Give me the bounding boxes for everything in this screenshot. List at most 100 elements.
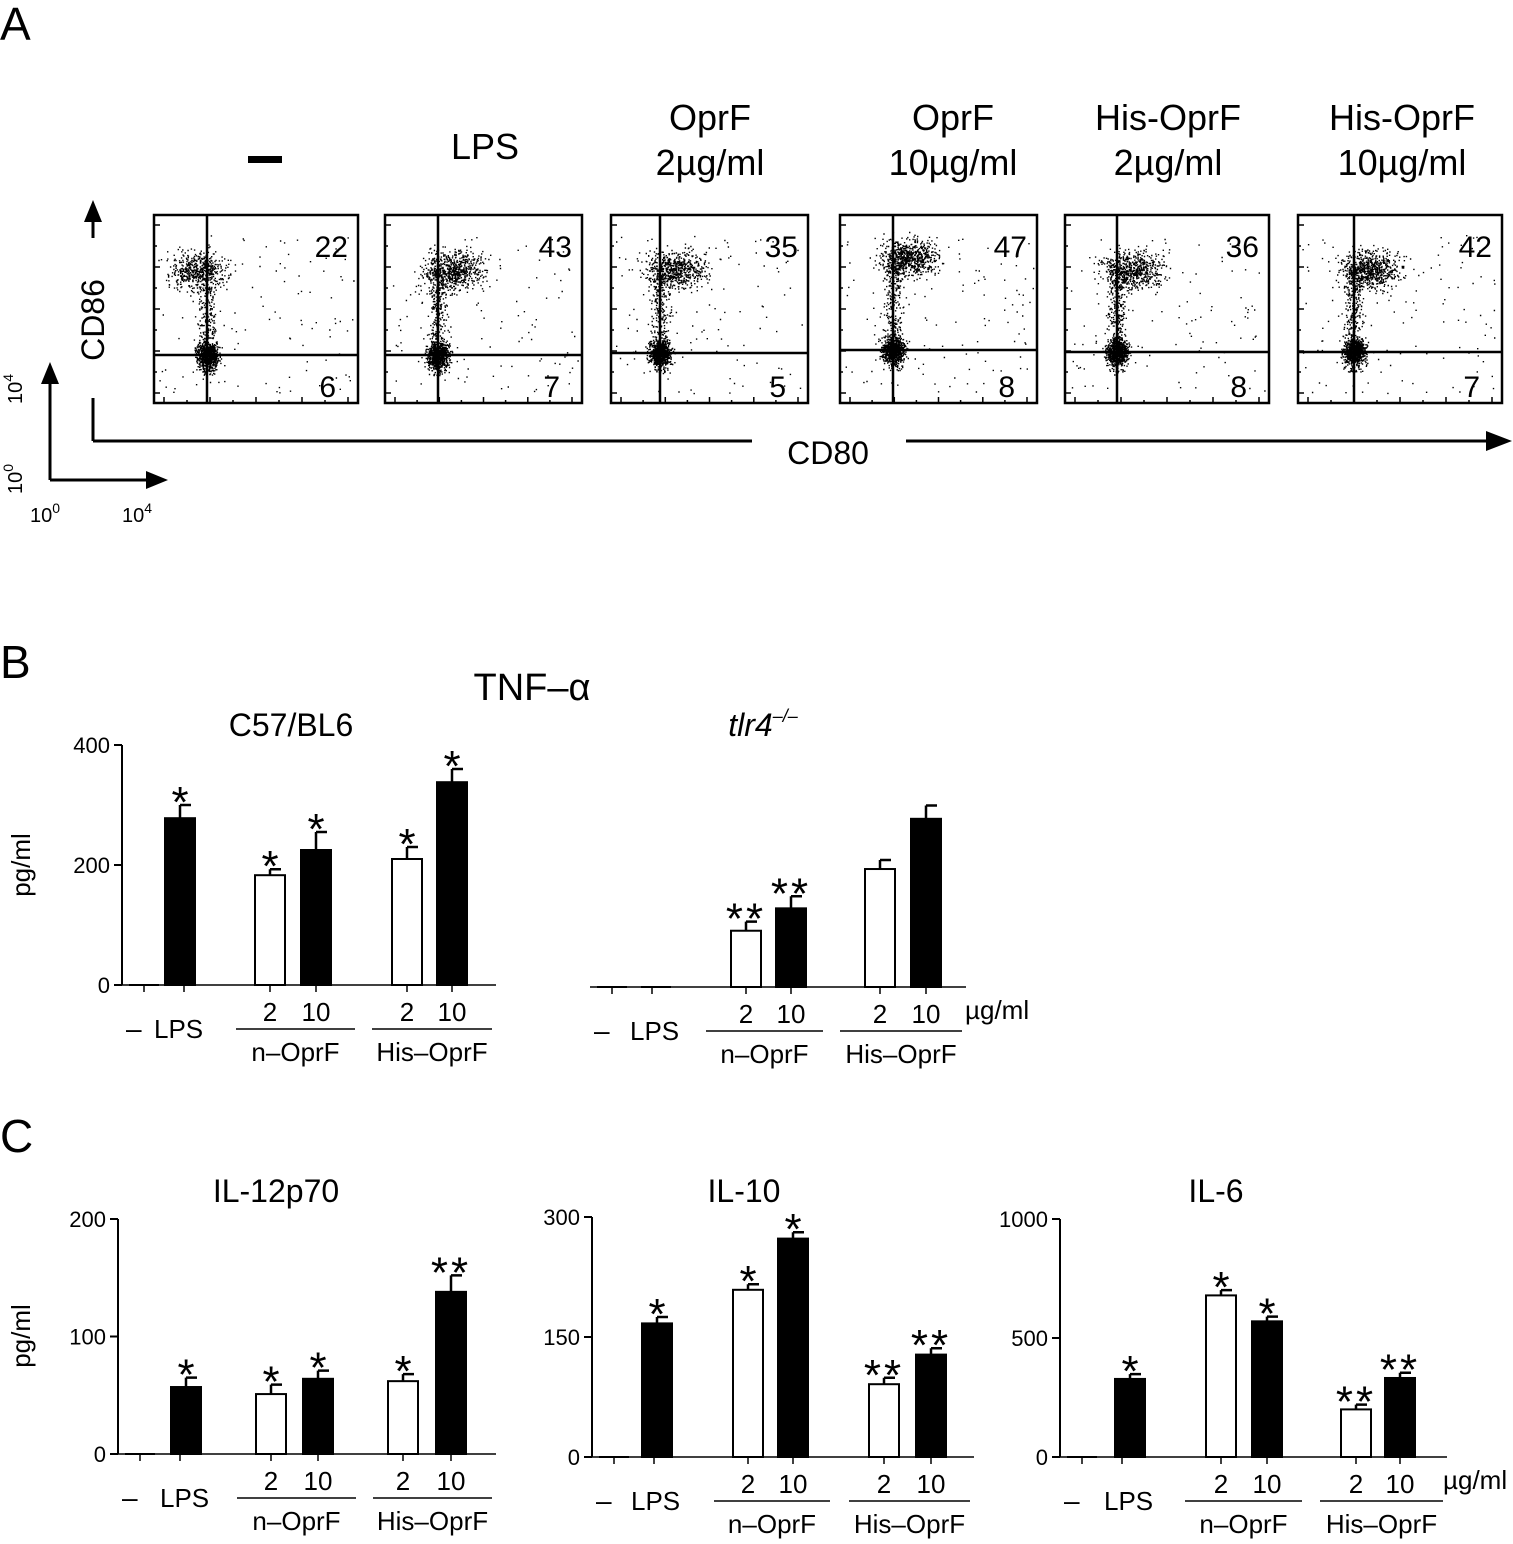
significance-marker: **	[864, 1351, 904, 1400]
significance-marker: *	[262, 1358, 279, 1407]
condition-lps: LPS	[451, 126, 519, 167]
cd86-arrowhead-icon	[84, 200, 102, 222]
error-bar	[1265, 1315, 1278, 1322]
chart-title-tlr4: tlr4–/–	[728, 706, 798, 743]
condition-his-oprf-2-line1: His-OprF	[1095, 97, 1241, 138]
error-bar	[1398, 1371, 1411, 1378]
panel-label-c: C	[0, 1110, 33, 1162]
scale-key-y-high-base: 10	[5, 382, 27, 404]
significance-marker: *	[398, 820, 415, 869]
flow-plot-3: 47 8	[838, 213, 1039, 405]
bar	[164, 817, 196, 987]
group-label-his-oprf: His–OprF	[377, 1506, 488, 1536]
flow-plot-events	[392, 237, 579, 393]
x-label-dose: 2	[263, 997, 277, 1027]
significance-marker: *	[261, 842, 278, 891]
scale-key-x-low-exp: 0	[52, 500, 60, 516]
x-tick-marks	[139, 1454, 452, 1461]
tnf-title: TNF–α	[474, 667, 591, 709]
bar	[1384, 1376, 1416, 1459]
x-label-lps: LPS	[160, 1483, 209, 1513]
lower-right-percentage: 8	[998, 371, 1015, 404]
significance-marker: **	[431, 1248, 471, 1297]
x-label-minus: –	[122, 1482, 138, 1513]
error-bar	[1354, 1403, 1367, 1410]
x-label-lps: LPS	[631, 1486, 680, 1516]
x-tick-marks	[613, 1457, 932, 1464]
group-label-n-oprf: n–OprF	[252, 1506, 340, 1536]
x-label-dose: 2	[400, 997, 414, 1027]
lower-right-percentage: 6	[319, 371, 336, 404]
significance-marker: **	[1336, 1378, 1376, 1427]
y-tick-label: 200	[73, 853, 110, 878]
group-label-his-oprf: His–OprF	[854, 1509, 965, 1539]
cd80-arrowhead-icon	[1486, 431, 1512, 451]
x-label-dose: 10	[302, 997, 331, 1027]
bar	[1251, 1320, 1283, 1458]
x-label-dose: 2	[741, 1469, 755, 1499]
x-label-dose: 2	[396, 1466, 410, 1496]
bar	[730, 929, 762, 988]
significance-marker: *	[1212, 1263, 1229, 1312]
upper-right-percentage: 42	[1459, 231, 1492, 264]
y-tick-label: 500	[1011, 1326, 1048, 1351]
x-label-dose: 2	[739, 999, 753, 1029]
error-bar	[929, 1346, 942, 1355]
scale-key-x-low-base: 10	[30, 505, 52, 527]
condition-oprf-2-line2: 2µg/ml	[656, 142, 765, 183]
group-label-his-oprf: His–OprF	[1326, 1509, 1437, 1539]
significance-marker: **	[1380, 1346, 1420, 1395]
x-label-dose: 10	[777, 999, 806, 1029]
flow-plot-frame	[1296, 213, 1504, 405]
x-label-minus: –	[594, 1015, 610, 1046]
lower-right-percentage: 5	[769, 371, 786, 404]
x-label-minus: –	[126, 1013, 142, 1044]
scale-key-x-high: 104	[122, 500, 152, 527]
error-bar	[655, 1315, 668, 1324]
error-bar	[178, 803, 191, 819]
bar	[732, 1288, 764, 1459]
bar	[436, 781, 468, 987]
cd86-axis-label: CD86	[75, 279, 111, 361]
y-tick-label: 0	[1036, 1445, 1048, 1470]
x-label-dose: 10	[779, 1469, 808, 1499]
flow-plot-5: 42 7	[1296, 213, 1504, 405]
significance-marker: **	[771, 869, 811, 918]
error-bar	[882, 1376, 895, 1385]
flow-plot-4: 36 8	[1063, 213, 1271, 405]
group-label-n-oprf: n–OprF	[720, 1039, 808, 1069]
y-tick-label: 150	[543, 1325, 580, 1350]
significance-marker: **	[911, 1321, 951, 1370]
bar	[775, 907, 807, 988]
error-bar	[268, 867, 281, 876]
chart-title-il12: IL-12p70	[213, 1173, 339, 1209]
x-label-dose: 2	[873, 999, 887, 1029]
chart-title-il6: IL-6	[1188, 1173, 1243, 1209]
bar	[1340, 1408, 1372, 1459]
x-unit-label: µg/ml	[1443, 1465, 1507, 1495]
chart-title-c57: C57/BL6	[229, 707, 354, 743]
x-tick-marks	[1081, 1457, 1401, 1464]
bar	[387, 1380, 419, 1456]
bar	[915, 1353, 947, 1458]
lower-right-percentage: 7	[543, 371, 560, 404]
scale-key-x-low: 100	[30, 500, 60, 527]
bar	[254, 874, 286, 987]
x-tick-marks	[611, 987, 927, 994]
x-label-dose: 2	[1214, 1469, 1228, 1499]
scale-key-up-arrow-icon	[41, 362, 59, 384]
bar	[391, 858, 423, 986]
x-label-dose: 10	[437, 1466, 466, 1496]
bar	[910, 817, 942, 988]
scale-key-right-arrow-icon	[146, 471, 168, 489]
y-tick-label: 200	[69, 1207, 106, 1232]
lower-right-percentage: 7	[1463, 371, 1480, 404]
bar	[777, 1237, 809, 1458]
x-label-lps: LPS	[154, 1014, 203, 1044]
x-label-lps: LPS	[1104, 1486, 1153, 1516]
x-label-dose: 2	[264, 1466, 278, 1496]
significance-marker: *	[1121, 1347, 1138, 1396]
